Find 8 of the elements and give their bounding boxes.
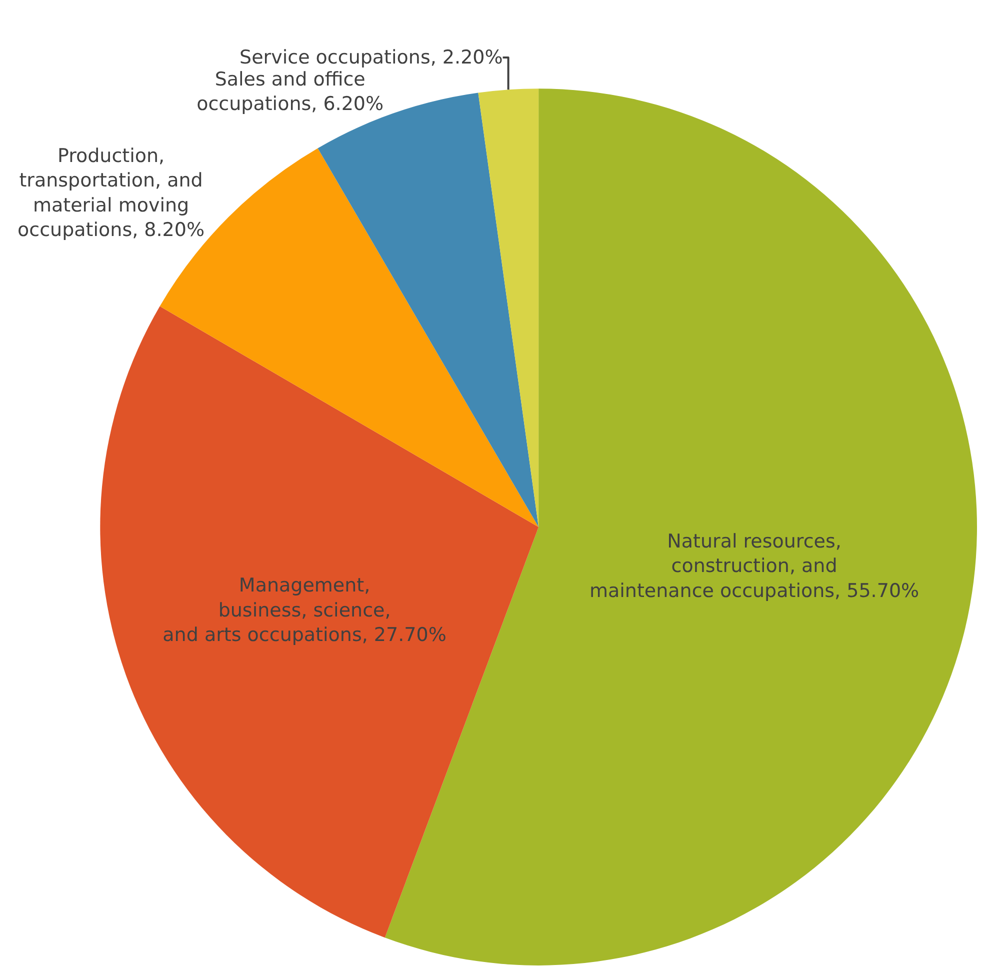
slice-label: Service occupations, 2.20% bbox=[240, 46, 503, 68]
slice-label: Sales and office occupations, 6.20% bbox=[196, 68, 384, 116]
pie-slice bbox=[478, 88, 539, 528]
pie-slice bbox=[100, 306, 539, 938]
pie-slice bbox=[318, 92, 539, 528]
slice-label: Production, transportation, and material moving occupations, 8.20% bbox=[18, 144, 205, 242]
slice-label: Natural resources, construction, and maintenance occupations, 55.70% bbox=[589, 530, 920, 602]
slice-label: Management, business, science, and arts occupations, 27.70% bbox=[162, 574, 446, 646]
